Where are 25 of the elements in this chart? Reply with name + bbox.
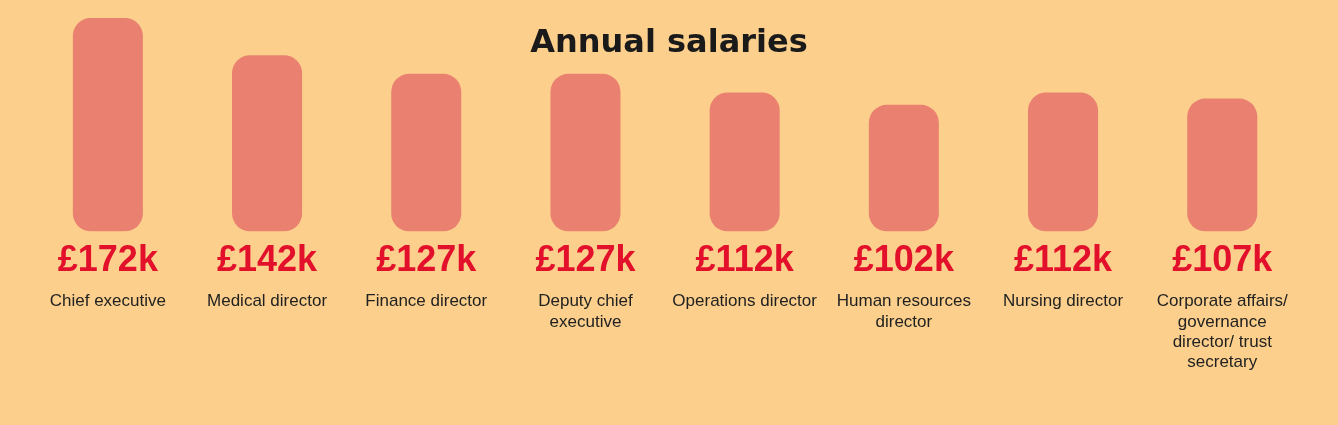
x-tick-label: Chief executive xyxy=(49,291,166,311)
x-tick-label: Human resources director xyxy=(836,291,971,331)
bar xyxy=(72,17,143,232)
data-label: £112k xyxy=(1013,238,1114,280)
x-tick-label: Deputy chief executive xyxy=(538,291,633,331)
bar xyxy=(550,73,621,232)
data-label: £127k xyxy=(376,238,478,280)
x-tick-label: Nursing director xyxy=(1003,291,1124,311)
data-label: £142k xyxy=(217,238,319,280)
x-tick-label: Finance director xyxy=(365,291,488,311)
bar xyxy=(391,73,462,232)
data-label: £102k xyxy=(853,238,955,280)
chart-title: Annual salaries xyxy=(529,22,809,60)
bar xyxy=(232,55,303,232)
data-label: £107k xyxy=(1172,238,1274,280)
data-label: £172k xyxy=(57,238,159,280)
data-label: £127k xyxy=(535,238,637,280)
bar xyxy=(1028,92,1099,232)
x-tick-label: Operations director xyxy=(672,291,818,311)
data-label: £112k xyxy=(695,238,795,280)
bar xyxy=(868,104,939,232)
x-tick-label: Corporate affairs/ governance director/ trust secretary xyxy=(1156,291,1289,372)
bar xyxy=(709,92,780,232)
x-tick-label: Medical director xyxy=(207,291,328,311)
bar xyxy=(1187,98,1258,232)
